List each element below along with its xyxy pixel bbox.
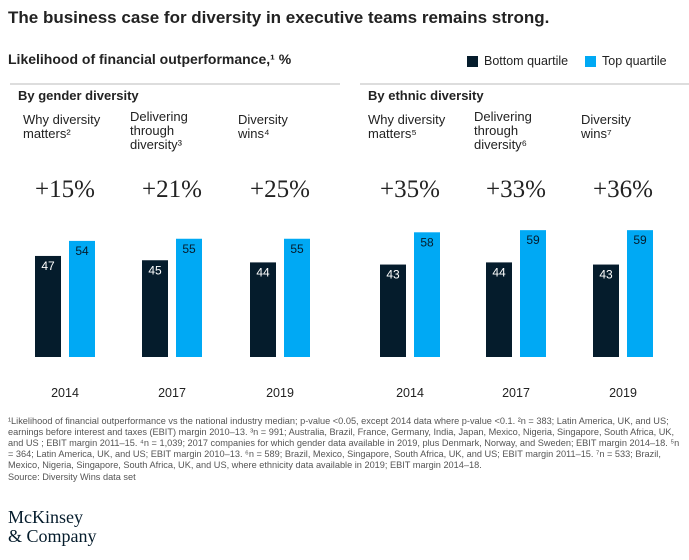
panel-title: Why diversity matters² [23, 112, 101, 141]
value-label: 55 [182, 242, 196, 256]
value-label: 43 [599, 268, 613, 282]
panel-title: Diversity wins⁷ [581, 112, 631, 141]
value-label: 47 [41, 259, 55, 273]
bar [486, 262, 512, 357]
bar [414, 232, 440, 357]
value-label: 59 [526, 233, 540, 247]
x-tick-label: 2017 [502, 386, 530, 400]
bar [627, 230, 653, 357]
bar [380, 264, 406, 357]
annotation: +33% [486, 176, 546, 203]
bar [284, 238, 310, 357]
x-tick-label: 2019 [609, 386, 637, 400]
panel-title: Diversity wins⁴ [238, 112, 288, 141]
bar [520, 230, 546, 357]
bar [69, 240, 95, 357]
subtitle: Likelihood of financial outperformance,¹… [8, 51, 292, 67]
annotation: +15% [35, 176, 95, 203]
value-label: 45 [148, 263, 162, 277]
x-tick-label: 2014 [51, 386, 79, 400]
legend-swatch [467, 56, 478, 67]
legend-swatch [585, 56, 596, 67]
annotation: +35% [380, 176, 440, 203]
legend-label: Bottom quartile [484, 54, 569, 68]
value-label: 55 [290, 242, 304, 256]
bar [176, 238, 202, 357]
group-label: By gender diversity [18, 88, 139, 103]
x-tick-label: 2014 [396, 386, 424, 400]
value-label: 43 [386, 268, 400, 282]
group-label: By ethnic diversity [368, 88, 484, 103]
footnote: ¹Likelihood of financial outperformance … [8, 416, 680, 470]
value-label: 44 [256, 265, 270, 279]
panel-title: Delivering through diversity³ [130, 109, 188, 152]
annotation: +36% [593, 176, 653, 203]
bar [142, 260, 168, 357]
x-tick-label: 2017 [158, 386, 186, 400]
source: Source: Diversity Wins data set [8, 472, 136, 482]
value-label: 59 [633, 233, 647, 247]
logo: McKinsey & Company [8, 507, 97, 546]
chart-title: The business case for diversity in execu… [8, 8, 550, 27]
value-label: 54 [75, 244, 89, 258]
bar [593, 264, 619, 357]
panel-title: Delivering through diversity⁶ [474, 109, 532, 152]
value-label: 58 [420, 235, 434, 249]
annotation: +21% [142, 176, 202, 203]
panel-title: Why diversity matters⁵ [368, 112, 446, 141]
value-label: 44 [492, 265, 506, 279]
legend-label: Top quartile [602, 54, 667, 68]
bar [250, 262, 276, 357]
bar [35, 255, 61, 357]
annotation: +25% [250, 176, 310, 203]
x-tick-label: 2019 [266, 386, 294, 400]
